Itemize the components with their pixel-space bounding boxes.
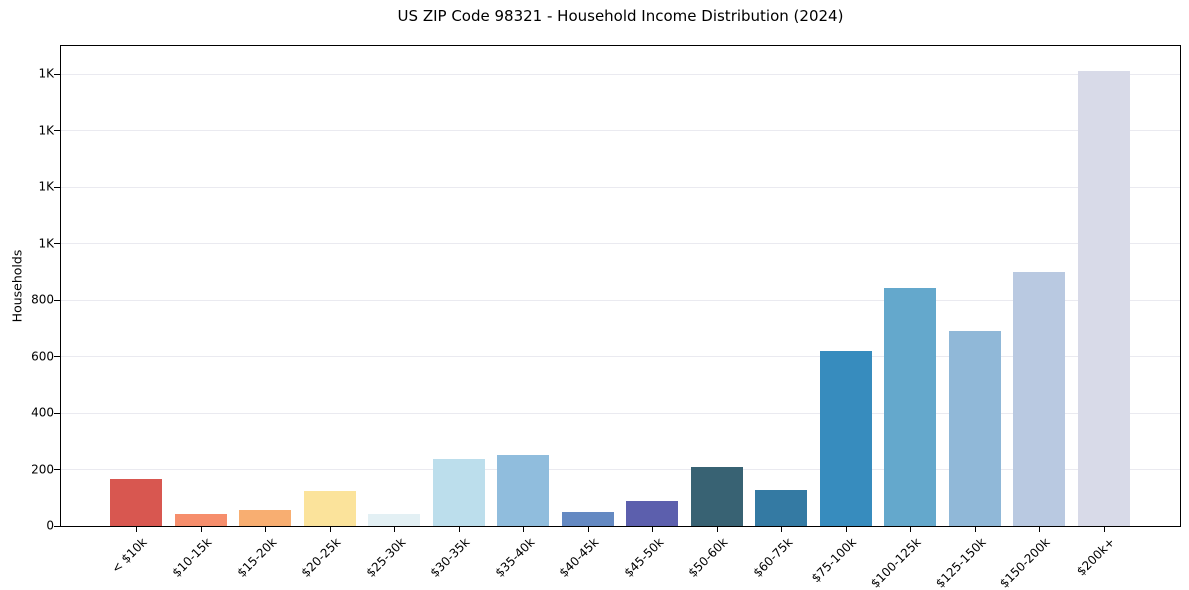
bar: [174, 514, 227, 526]
x-tick-label: $45-50k: [621, 535, 666, 580]
gridline: [61, 186, 1180, 188]
y-tick-mark: [54, 130, 60, 132]
y-tick-label: 200: [31, 462, 54, 477]
x-tick-label: $125-150k: [932, 535, 989, 590]
gridline: [61, 299, 1180, 301]
bar: [432, 459, 485, 526]
gridline: [61, 356, 1180, 358]
bar: [110, 478, 162, 526]
x-tick-mark: [845, 527, 847, 532]
y-tick-mark: [54, 525, 60, 527]
bar: [368, 513, 420, 526]
y-tick-label: 400: [31, 405, 54, 420]
bar: [948, 330, 1001, 526]
x-tick-label: $150-200k: [997, 535, 1053, 590]
x-tick-label: $30-35k: [427, 535, 473, 580]
chart-title: US ZIP Code 98321 - Household Income Dis…: [397, 7, 844, 25]
x-tick-label: $60-75k: [750, 535, 795, 580]
y-tick-label: 800: [31, 292, 54, 307]
y-tick-mark: [54, 243, 60, 245]
x-tick-label: $100-125k: [868, 535, 924, 590]
x-tick-mark: [458, 527, 460, 532]
gridline: [61, 412, 1180, 414]
y-tick-label: 1K: [38, 236, 54, 251]
gridline: [61, 469, 1180, 471]
x-tick-mark: [1039, 527, 1040, 532]
y-axis-title: Households: [9, 249, 25, 323]
x-tick-label: $75-100k: [809, 535, 860, 586]
gridline: [61, 130, 1180, 132]
x-tick-label: $15-20k: [234, 535, 279, 580]
x-tick-label: $200k+: [1073, 535, 1118, 579]
y-tick-mark: [54, 186, 60, 188]
x-tick-mark: [910, 527, 911, 532]
plot-area: [60, 45, 1181, 527]
x-tick-label: $35-40k: [492, 535, 537, 580]
x-tick-mark: [394, 527, 395, 532]
x-tick-label: $40-45k: [556, 535, 602, 580]
bar: [239, 509, 291, 526]
x-tick-mark: [716, 527, 718, 532]
y-tick-mark: [54, 356, 60, 358]
x-tick-mark: [200, 527, 202, 532]
y-tick-label: 1K: [38, 123, 54, 138]
x-tick-mark: [523, 527, 524, 532]
gridline: [61, 73, 1180, 75]
bar: [303, 490, 356, 526]
y-tick-mark: [54, 412, 60, 414]
bar: [884, 287, 936, 526]
y-tick-mark: [54, 469, 60, 471]
x-tick-mark: [265, 527, 266, 532]
x-tick-mark: [136, 527, 137, 532]
bar: [626, 500, 678, 526]
y-tick-mark: [54, 299, 60, 301]
y-tick-label: 1K: [38, 179, 54, 194]
x-tick-mark: [587, 527, 589, 532]
x-tick-mark: [781, 527, 782, 532]
y-tick-label: 0: [46, 518, 54, 533]
x-tick-mark: [652, 527, 653, 532]
x-tick-label: $25-30k: [363, 535, 408, 580]
x-tick-mark: [974, 527, 976, 532]
bar: [755, 489, 807, 526]
x-tick-mark: [1103, 527, 1105, 532]
bar: [1077, 71, 1130, 526]
bar: [1013, 272, 1065, 526]
gridline: [61, 243, 1180, 245]
bar: [819, 350, 872, 526]
bar: [690, 467, 743, 526]
bar: [561, 512, 614, 526]
x-tick-label: $10-15k: [169, 535, 215, 580]
x-tick-label: < $10k: [109, 535, 150, 576]
y-tick-label: 1K: [38, 66, 54, 81]
bar: [497, 455, 549, 526]
x-tick-label: $50-60k: [685, 535, 731, 580]
x-tick-mark: [329, 527, 331, 532]
y-tick-label: 600: [31, 349, 54, 364]
x-tick-label: $20-25k: [298, 535, 344, 580]
y-tick-mark: [54, 73, 60, 75]
